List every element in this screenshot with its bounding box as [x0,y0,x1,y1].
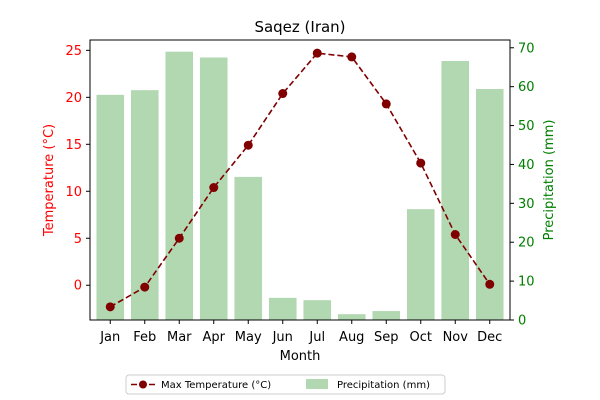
temperature-line [109,52,491,308]
precipitation-bar-sep [372,311,401,320]
temperature-point-sep [381,99,391,109]
temperature-point-apr [209,183,219,193]
x-tick-label: Nov [443,330,469,345]
temperature-point-feb [140,282,150,292]
precipitation-bar-oct [406,209,435,320]
x-tick-label: Dec [477,330,502,345]
right-tick-label: 30 [518,197,535,212]
left-y-axis: 0 5 10 15 20 25 [65,44,90,294]
temperature-point-jul [312,48,322,58]
right-tick-label: 50 [518,119,535,134]
x-tick-label: Jun [272,330,293,345]
x-axis-label: Month [280,349,321,364]
left-tick-label: 20 [65,91,82,106]
left-tick-label: 10 [65,185,82,200]
temperature-point-nov [450,229,460,239]
legend-bar-swatch [306,379,328,389]
x-tick-label: Jul [308,330,325,345]
right-y-axis: 0 10 20 30 40 50 60 70 [510,41,535,329]
left-tick-label: 5 [74,232,82,247]
x-axis: Jan Feb Mar Apr May Jun Jul Aug Sep Oct Nov Dec [99,320,502,345]
temperature-point-oct [416,158,426,168]
left-tick-label: 15 [65,138,82,153]
left-tick-label: 25 [65,44,82,59]
precipitation-bar-feb [130,90,159,321]
right-tick-label: 40 [518,158,535,173]
precipitation-bar-may [234,176,263,320]
precipitation-bar-jan [96,94,125,320]
legend-label-temperature: Max Temperature (°C) [161,380,271,391]
legend-marker-swatch [139,380,147,389]
right-tick-label: 60 [518,80,535,95]
precipitation-bar-jul [303,300,332,320]
x-tick-label: Sep [374,330,399,345]
right-tick-label: 70 [518,41,535,56]
temperature-point-aug [347,52,357,62]
right-tick-label: 0 [518,314,526,329]
precipitation-bar-nov [441,61,470,320]
plot-frame [89,39,511,321]
temperature-point-jun [278,89,288,99]
temperature-point-may [243,140,253,150]
right-y-axis-label: Precipitation (mm) [542,120,557,241]
x-tick-label: Feb [133,330,156,345]
x-tick-label: Apr [203,330,226,345]
left-tick-label: 0 [74,279,82,294]
x-tick-label: May [235,330,262,345]
precipitation-bar-aug [337,314,366,320]
legend-box [125,374,446,395]
legend: Max Temperature (°C) Precipitation (mm) [125,374,446,395]
x-tick-label: Jan [99,330,120,345]
chart-title: Saqez (Iran) [254,18,345,36]
legend-label-precipitation: Precipitation (mm) [337,380,430,391]
right-tick-label: 10 [518,275,535,290]
temperature-point-dec [485,279,495,289]
precipitation-bar-jun [268,297,297,320]
temperature-point-mar [174,233,184,243]
x-tick-label: Aug [339,330,364,345]
temperature-line-layer [105,48,495,312]
x-tick-label: Mar [167,330,192,345]
precipitation-bar-mar [165,51,194,321]
right-tick-label: 20 [518,236,535,251]
left-y-axis-label: Temperature (°C) [42,124,57,237]
x-tick-label: Oct [410,330,432,345]
temperature-point-jan [105,302,115,312]
